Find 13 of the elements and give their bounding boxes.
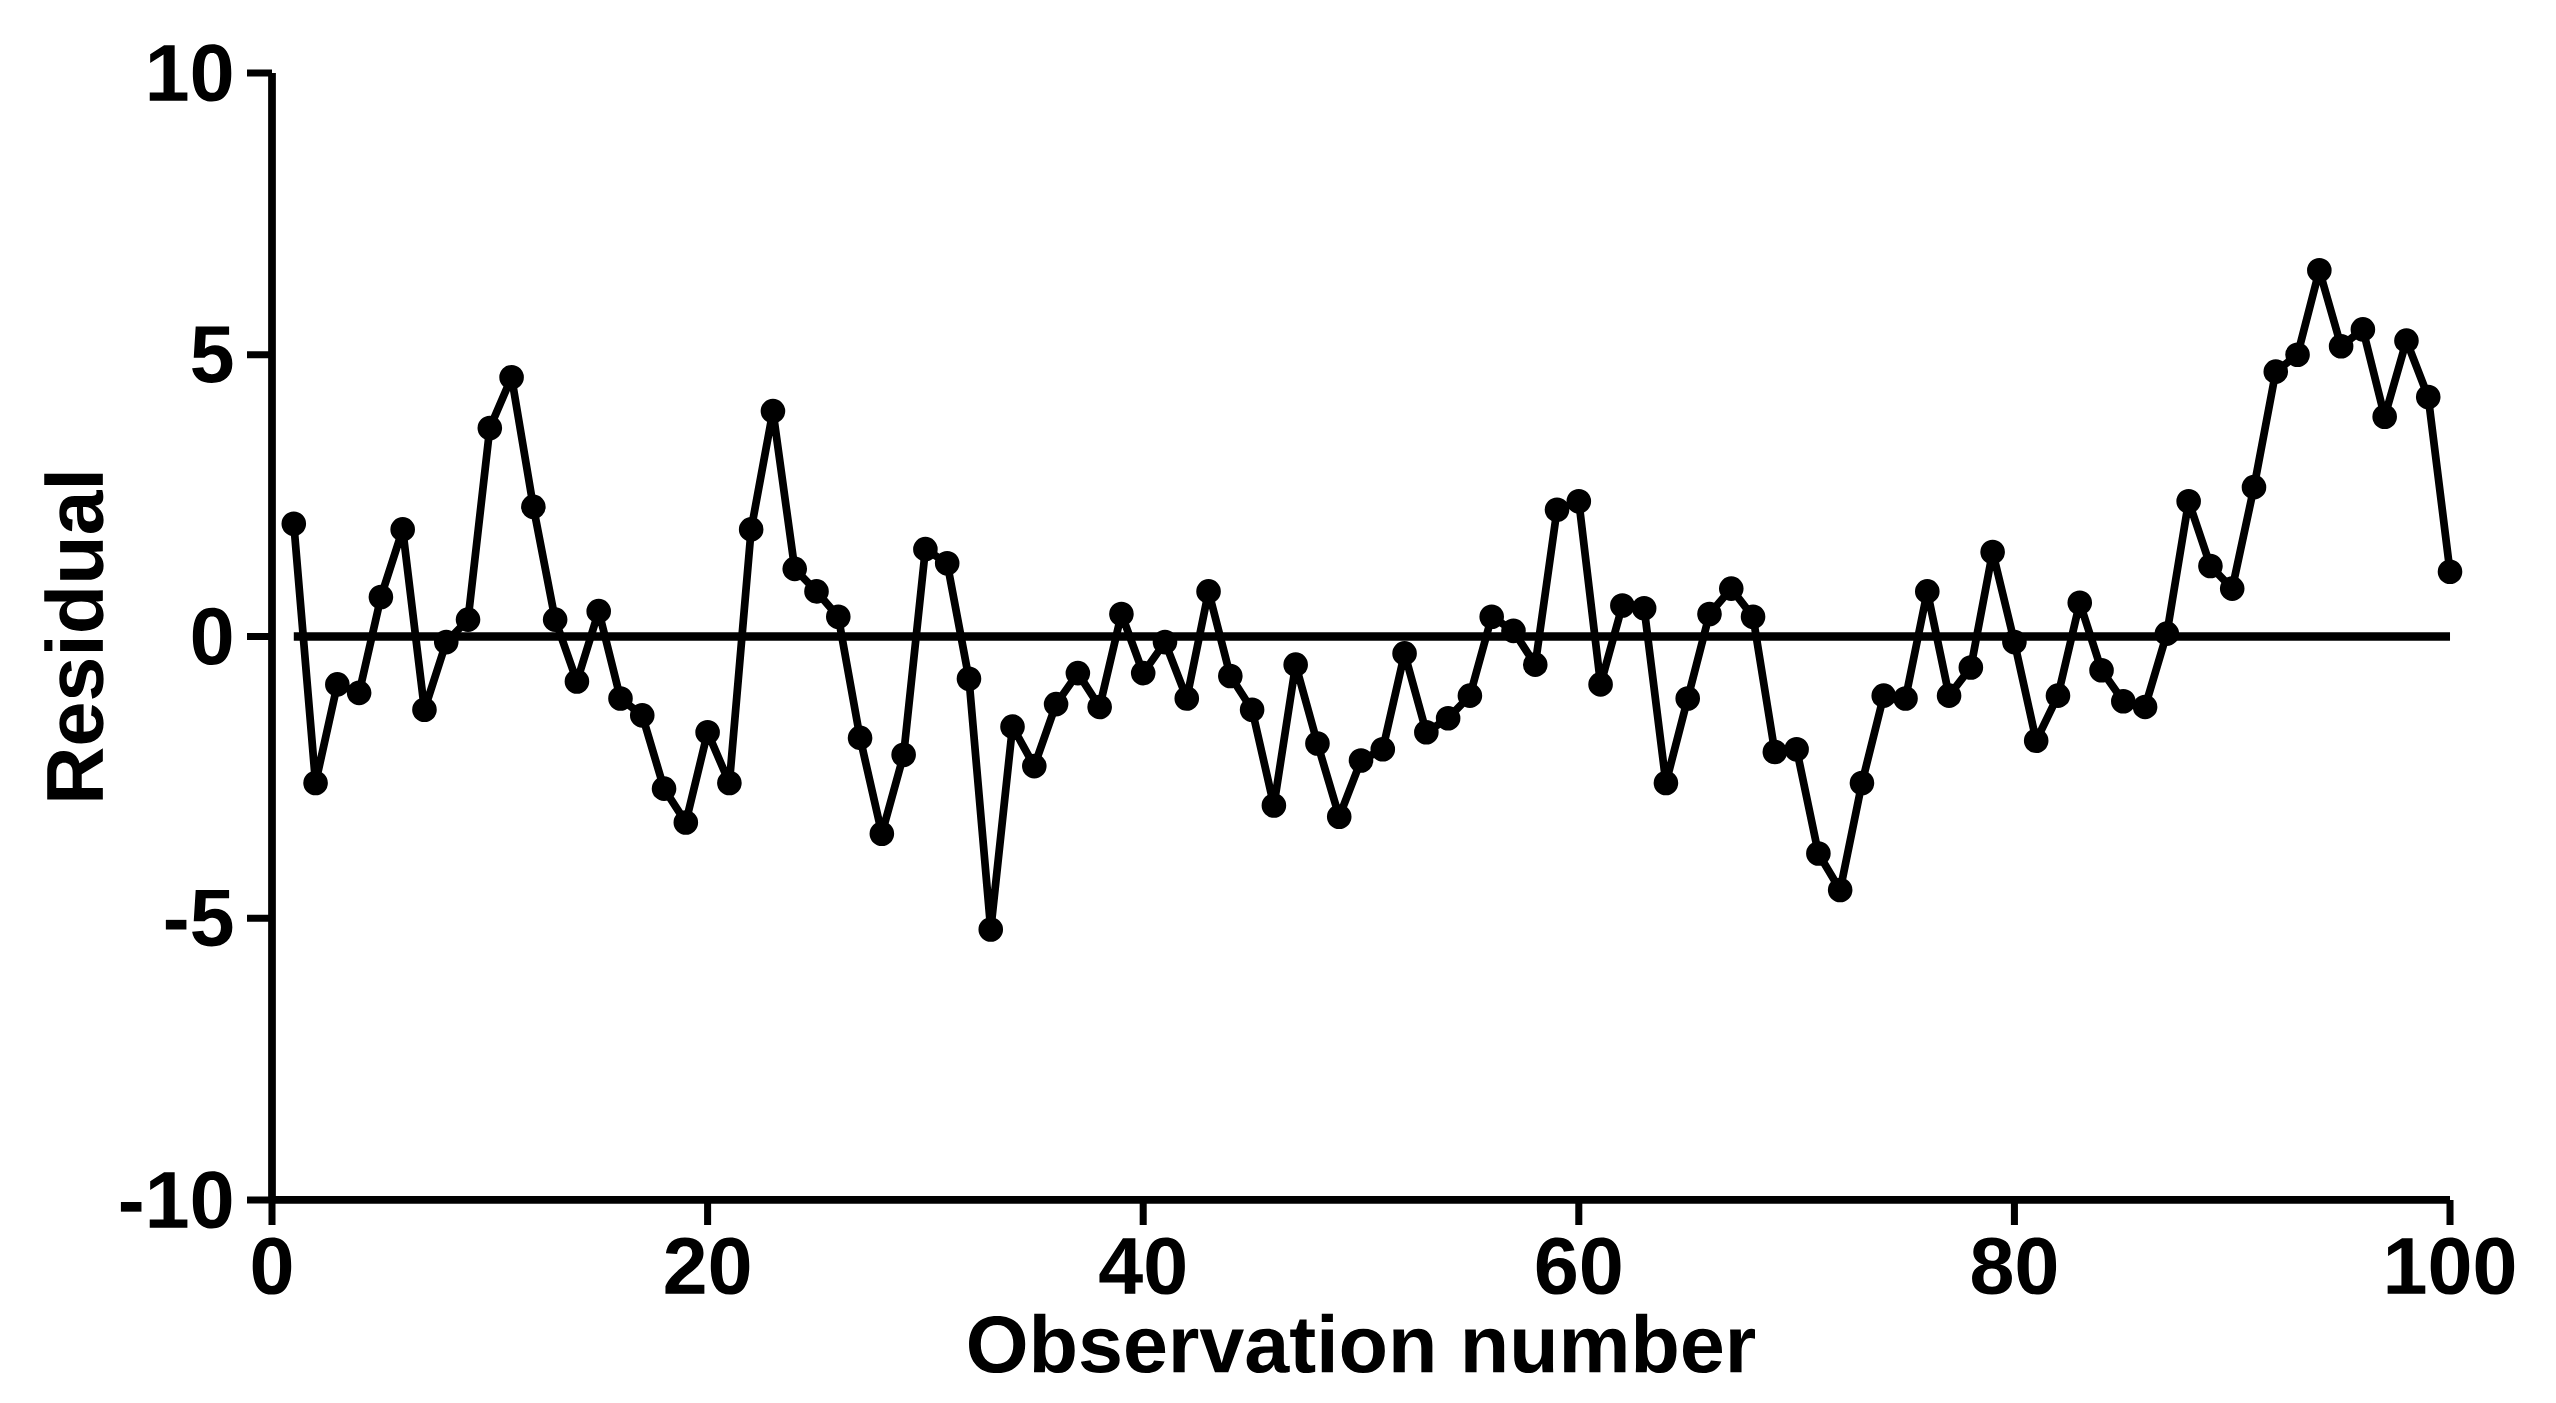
x-tick-label: 60 — [1536, 1237, 1621, 1295]
x-tick-label: 80 — [1972, 1237, 2057, 1295]
x-axis-title: Observation number — [969, 1313, 1756, 1374]
y-tick-label: 5 — [192, 326, 233, 383]
y-axis-title: Residual — [44, 473, 104, 800]
y-tick-label: 10 — [149, 44, 232, 102]
x-tick-label: 20 — [665, 1237, 750, 1295]
x-tick-label: 40 — [1099, 1237, 1185, 1295]
y-tick-label: -10 — [120, 1171, 232, 1229]
y-tick-label: 0 — [192, 607, 232, 666]
x-tick-label: 0 — [252, 1237, 292, 1295]
y-tick-label: -5 — [165, 890, 233, 947]
x-tick-label: 100 — [2387, 1237, 2515, 1295]
